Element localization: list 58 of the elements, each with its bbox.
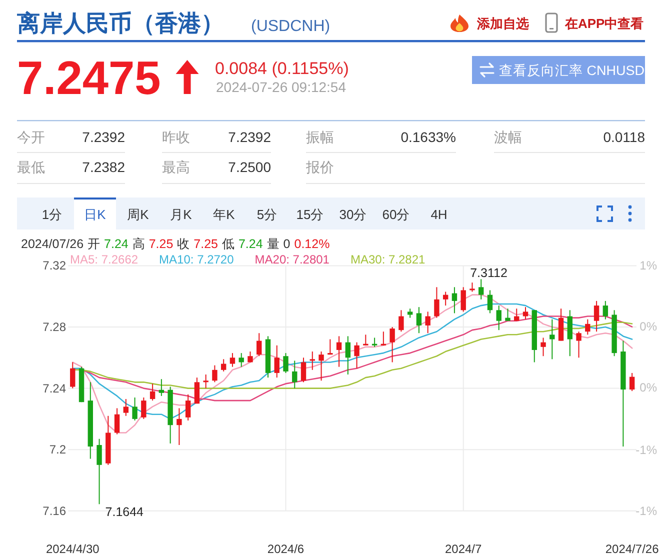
text: (USDCNH)	[251, 18, 330, 35]
text: 振幅	[306, 129, 334, 145]
text: 在APP中查看	[564, 16, 644, 31]
text: 量 0	[266, 237, 290, 251]
y2-tick-label: 1%	[640, 258, 658, 273]
y-tick-label: 7.28	[42, 320, 66, 334]
text: 2024/07/26	[21, 237, 84, 251]
text: 4H	[430, 207, 448, 222]
text: 7.2392	[82, 129, 126, 145]
text: 2024-07-26 09:12:54	[216, 79, 346, 95]
y-tick-label: 7.2	[49, 442, 66, 457]
y-tick-label: 7.16	[42, 504, 66, 518]
text: 0.0118	[603, 129, 646, 145]
text: 7.2382	[82, 159, 126, 175]
text: 高 7.25	[132, 236, 174, 251]
text: 周K	[127, 207, 150, 222]
text: 0.1633%	[400, 129, 456, 145]
text: 查看反向汇率 CNHUSD	[499, 63, 645, 78]
text: 1分	[42, 207, 62, 222]
text: 5分	[256, 207, 278, 222]
text: 最高	[162, 159, 190, 175]
text: 7.2475	[17, 51, 161, 104]
y2-tick-label: 0%	[640, 320, 658, 334]
text: 7.2500	[228, 159, 272, 175]
text: MA30: 7.2821	[350, 252, 426, 266]
text: MA5: 7.2662	[70, 252, 138, 266]
text: 日K	[84, 207, 106, 222]
text: 波幅	[494, 129, 522, 145]
text: 7.2392	[228, 129, 272, 145]
x-tick-label: 2024/6	[267, 542, 304, 556]
text: 最低	[17, 159, 45, 175]
y-tick-label: 7.32	[42, 258, 66, 273]
annotation: 7.1644	[105, 505, 144, 520]
y2-tick-label: -1%	[636, 504, 658, 518]
y2-tick-label: 0%	[640, 380, 658, 395]
text: 报价	[305, 159, 334, 175]
text: MA20: 7.2801	[254, 252, 330, 266]
annotation: 7.3112	[470, 266, 508, 280]
x-tick-label: 2024/4/30	[46, 542, 100, 556]
text: 开 7.24	[88, 237, 128, 251]
y2-tick-label: -1%	[636, 442, 658, 457]
x-tick-label: 2024/7/26	[605, 542, 660, 556]
text: 30分	[339, 207, 367, 222]
text: MA10: 7.2720	[159, 252, 234, 266]
text: 0.12%	[294, 237, 330, 251]
text: 今开	[17, 129, 45, 145]
text: 月K	[170, 207, 192, 222]
text: 离岸人民币（香港）	[16, 10, 224, 36]
text: 0.0084 (0.1155%)	[215, 59, 349, 78]
text: 60分	[382, 207, 410, 222]
y-tick-label: 7.24	[42, 381, 66, 396]
text: 年K	[213, 207, 236, 222]
text: 添加自选	[476, 16, 529, 31]
text: 15分	[296, 207, 324, 222]
x-tick-label: 2024/7	[444, 542, 482, 556]
text: 收 7.25	[177, 237, 218, 251]
text: 低 7.24	[222, 237, 263, 251]
text: 昨收	[162, 129, 190, 145]
